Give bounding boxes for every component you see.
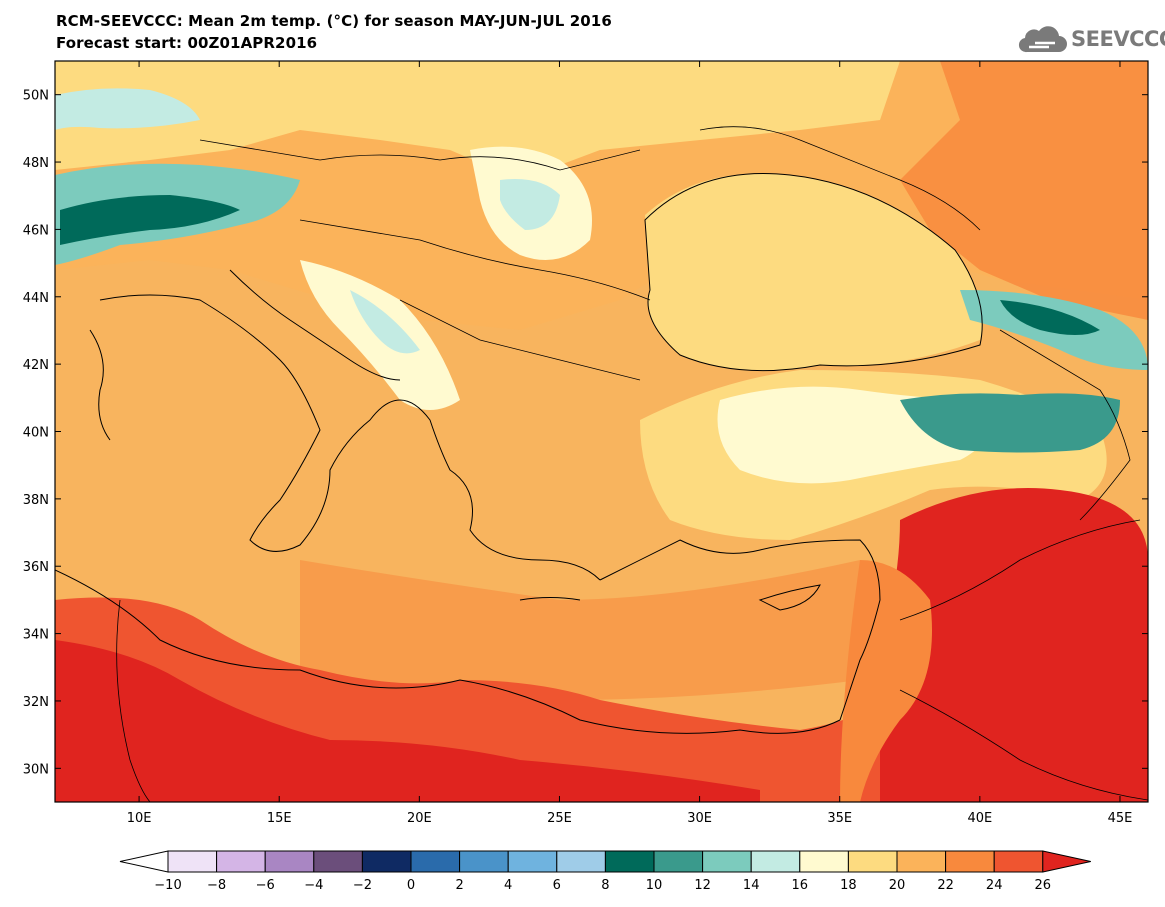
border-line-6: [899, 519, 1141, 621]
field-middle-east: [880, 488, 1148, 802]
colorbar-bin: [410, 850, 461, 873]
coastline-black-sea: [644, 172, 983, 372]
border-line-5: [999, 329, 1131, 521]
colorbar-bin: [361, 850, 412, 873]
colorbar-label: 16: [792, 878, 809, 893]
colorbar-bin: [702, 850, 752, 873]
lat-tick-label: 32N: [23, 695, 49, 710]
colorbar-label: −4: [304, 878, 323, 893]
lat-tick-label: 40N: [23, 426, 49, 441]
border-line-2: [299, 219, 651, 301]
colorbar-bin: [847, 850, 898, 873]
colorbar-bin: [264, 850, 315, 873]
colorbar-label: 6: [553, 878, 561, 893]
longitude-axis: 10E 15E 20E 25E 30E 35E 40E 45E: [127, 61, 1133, 826]
colorbar-max-triangle: [1042, 850, 1091, 873]
colorbar-min-triangle: [119, 850, 169, 873]
colorbar-label: 10: [646, 878, 663, 893]
lat-tick-label: 46N: [23, 223, 49, 238]
colorbar-bin: [799, 850, 849, 873]
field-east-anatolia: [900, 393, 1120, 453]
coastline-cyprus: [758, 584, 821, 611]
colorbar-label: 26: [1035, 878, 1052, 893]
colorbar-label: 0: [407, 878, 415, 893]
colorbar-bin: [313, 850, 363, 873]
map-title: RCM-SEEVCCC: Mean 2m temp. (°C) for seas…: [56, 12, 612, 30]
lon-tick-label: 30E: [687, 811, 712, 826]
colorbar-label: 4: [504, 878, 512, 893]
lat-tick-label: 42N: [23, 358, 49, 373]
colorbar-label: −10: [154, 878, 181, 893]
lon-tick-label: 40E: [967, 811, 992, 826]
colorbar-label: 12: [694, 878, 711, 893]
colorbar-bin: [167, 850, 218, 873]
field-dinaric-core: [350, 290, 420, 354]
field-east-med: [300, 560, 860, 700]
lat-tick-label: 36N: [23, 560, 49, 575]
lon-tick-label: 20E: [407, 811, 432, 826]
colorbar-bin: [216, 850, 266, 873]
lat-tick-label: 38N: [23, 493, 49, 508]
lat-tick-label: 30N: [23, 762, 49, 777]
lon-tick-label: 35E: [827, 811, 852, 826]
colorbar-label: 18: [840, 878, 857, 893]
latitude-axis: 30N 32N 34N 36N 38N 40N 42N 44N 46N 48N 50N: [23, 89, 1148, 777]
lat-tick-label: 50N: [23, 89, 49, 104]
border-line-3: [399, 299, 641, 381]
seevccc-logo: SEEVCCC: [1015, 22, 1165, 56]
colorbar-bin: [653, 850, 704, 873]
field-north-cool: [55, 88, 200, 130]
field-levant: [840, 560, 932, 802]
lat-tick-label: 44N: [23, 291, 49, 306]
border-line-8: [116, 599, 151, 802]
coastline-anatolia-levant: [599, 539, 881, 721]
colorbar-label: 8: [601, 878, 609, 893]
colorbar-bin: [507, 850, 558, 873]
colorbar-label: −8: [207, 878, 226, 893]
colorbar-bin: [945, 850, 995, 873]
colorbar-label: 22: [937, 878, 954, 893]
colorbar-bin: [896, 850, 947, 873]
lat-tick-label: 48N: [23, 156, 49, 171]
cloud-icon: [1018, 26, 1067, 53]
country-borders: [116, 126, 1148, 802]
lon-tick-label: 10E: [127, 811, 152, 826]
field-sahara: [55, 640, 760, 802]
lat-tick-label: 34N: [23, 628, 49, 643]
field-alps-core: [60, 195, 240, 245]
colorbar-bin: [604, 850, 655, 873]
temperature-field: [55, 61, 1148, 802]
colorbar-bin: [993, 850, 1044, 873]
colorbar-label: −2: [353, 878, 372, 893]
colorbar-bin: [750, 850, 801, 873]
colorbar-label: −6: [256, 878, 275, 893]
field-east-steppe: [900, 61, 1148, 320]
border-line-7: [899, 689, 1148, 801]
coastline-crete: [519, 597, 581, 601]
coastlines: [55, 172, 983, 734]
logo-text: SEEVCCC: [1071, 27, 1165, 51]
colorbar-label: 2: [455, 878, 463, 893]
field-north-yellow: [55, 61, 900, 180]
colorbar-label: 14: [743, 878, 760, 893]
lon-tick-label: 15E: [267, 811, 292, 826]
field-caucasus-core: [1000, 300, 1100, 335]
colorbar-label: 20: [889, 878, 906, 893]
border-line-1: [199, 139, 641, 171]
coastline-corsica-sardinia: [89, 329, 111, 441]
lon-tick-label: 45E: [1108, 811, 1133, 826]
colorbar-bin: [556, 850, 606, 873]
field-black-sea: [645, 173, 983, 371]
forecast-start-label: Forecast start: 00Z01APR2016: [56, 34, 318, 52]
field-carpathians-core: [500, 179, 560, 230]
colorbar-label: 24: [986, 878, 1003, 893]
coastline-italy-greece: [99, 294, 601, 581]
border-line-4: [699, 126, 981, 231]
coastline-north-africa: [55, 569, 841, 734]
coastline-adriatic: [229, 269, 401, 381]
colorbar-bin: [459, 850, 509, 873]
lon-tick-label: 25E: [547, 811, 572, 826]
colorbar: −10 −8 −6 −4 −2 0 2 4 6 8 10 12 14 16 18 20 22 24 26: [119, 850, 1091, 893]
